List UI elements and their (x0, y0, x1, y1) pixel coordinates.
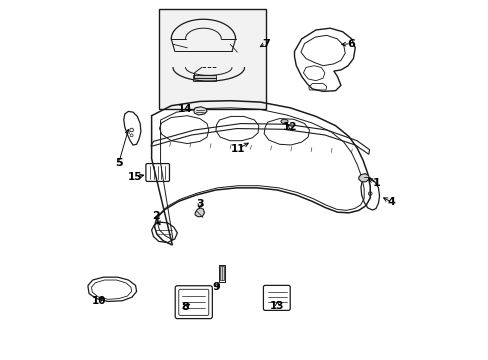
Bar (218, 265, 225, 282)
Text: 6: 6 (346, 39, 354, 49)
Text: 3: 3 (196, 199, 203, 209)
Text: 13: 13 (269, 301, 284, 311)
Text: 2: 2 (152, 211, 160, 221)
Ellipse shape (281, 119, 287, 123)
Text: 10: 10 (91, 296, 106, 306)
Polygon shape (193, 107, 206, 115)
Text: 15: 15 (128, 172, 142, 182)
Text: 11: 11 (230, 144, 245, 154)
Text: 9: 9 (212, 282, 220, 292)
Bar (159, 9, 265, 109)
Text: 8: 8 (182, 302, 189, 312)
Text: 12: 12 (283, 122, 297, 132)
Text: 1: 1 (372, 178, 380, 188)
Bar (220, 266, 224, 280)
Text: 7: 7 (262, 39, 269, 49)
Text: 5: 5 (115, 158, 122, 168)
Polygon shape (195, 208, 204, 217)
Polygon shape (358, 174, 368, 182)
Text: 4: 4 (387, 197, 395, 207)
Text: 14: 14 (178, 104, 192, 113)
Bar (192, 75, 216, 81)
